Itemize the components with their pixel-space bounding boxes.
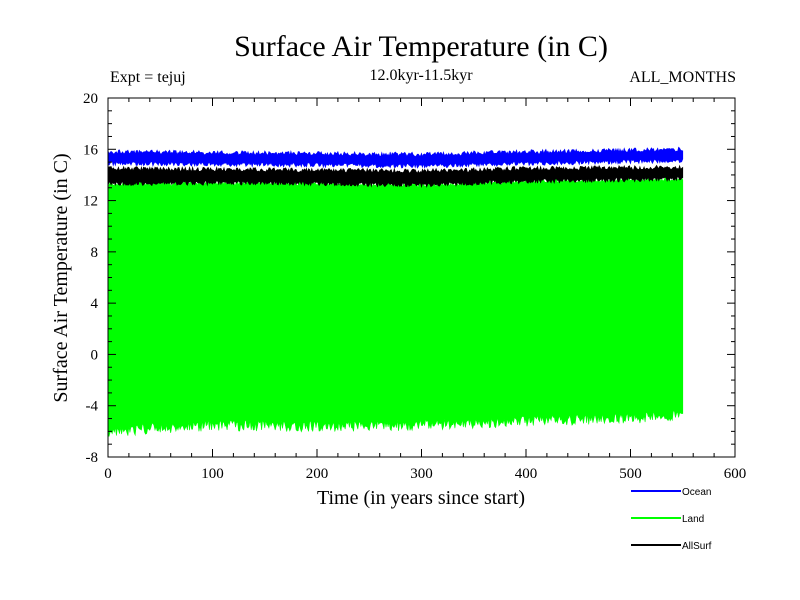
x-axis-label: Time (in years since start) (317, 487, 525, 509)
x-tick-label: 500 (619, 466, 642, 482)
y-tick-label: -4 (86, 399, 99, 415)
y-tick-label: 8 (91, 245, 99, 261)
legend-label-land: Land (682, 514, 704, 525)
y-tick-label: -8 (86, 450, 99, 466)
months-label: ALL_MONTHS (629, 69, 736, 86)
y-tick-label: 20 (83, 91, 98, 107)
expt-label: Expt = tejuj (110, 69, 186, 86)
legend-label-allsurf: AllSurf (682, 541, 712, 552)
data-bands (107, 146, 684, 437)
x-tick-label: 200 (306, 466, 329, 482)
x-tick-label: 400 (515, 466, 538, 482)
x-tick-label: 600 (724, 466, 747, 482)
series-band-allsurf (107, 164, 684, 188)
x-tick-label: 300 (410, 466, 433, 482)
legend: Ocean Land AllSurf (631, 487, 712, 552)
x-tick-label: 0 (104, 466, 112, 482)
series-band-ocean (107, 146, 684, 169)
legend-label-ocean: Ocean (682, 487, 711, 498)
y-tick-label: 12 (83, 194, 98, 210)
y-tick-label: 4 (91, 296, 99, 312)
series-band-land (107, 176, 684, 437)
axis-ticks: 0 100 200 300 400 500 600 20 16 12 8 4 0 -4 -8 (83, 91, 746, 482)
x-tick-label: 100 (201, 466, 224, 482)
period-label: 12.0kyr-11.5kyr (369, 67, 473, 84)
y-tick-label: 16 (83, 142, 99, 158)
y-tick-label: 0 (91, 347, 99, 363)
chart-title: Surface Air Temperature (in C) (234, 30, 608, 63)
y-axis-label: Surface Air Temperature (in C) (50, 153, 72, 402)
